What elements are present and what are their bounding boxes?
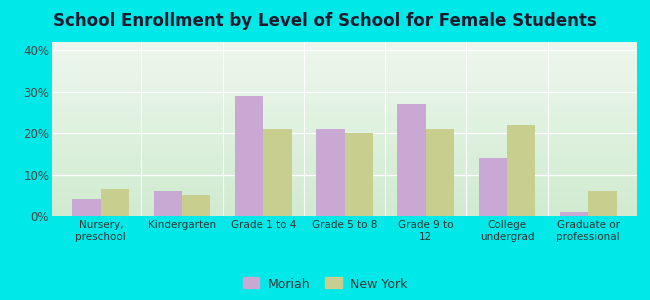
Bar (588, 191, 617, 216)
Bar (507, 125, 536, 216)
Bar (263, 129, 292, 216)
Bar (182, 195, 211, 216)
Bar (344, 133, 373, 216)
Text: School Enrollment by Level of School for Female Students: School Enrollment by Level of School for… (53, 12, 597, 30)
Bar (397, 104, 426, 216)
Legend: Moriah, New York: Moriah, New York (242, 278, 408, 291)
Bar (153, 191, 182, 216)
Bar (426, 129, 454, 216)
Bar (72, 200, 101, 216)
Bar (478, 158, 507, 216)
Bar (101, 189, 129, 216)
Bar (316, 129, 344, 216)
Bar (560, 212, 588, 216)
Bar (235, 96, 263, 216)
